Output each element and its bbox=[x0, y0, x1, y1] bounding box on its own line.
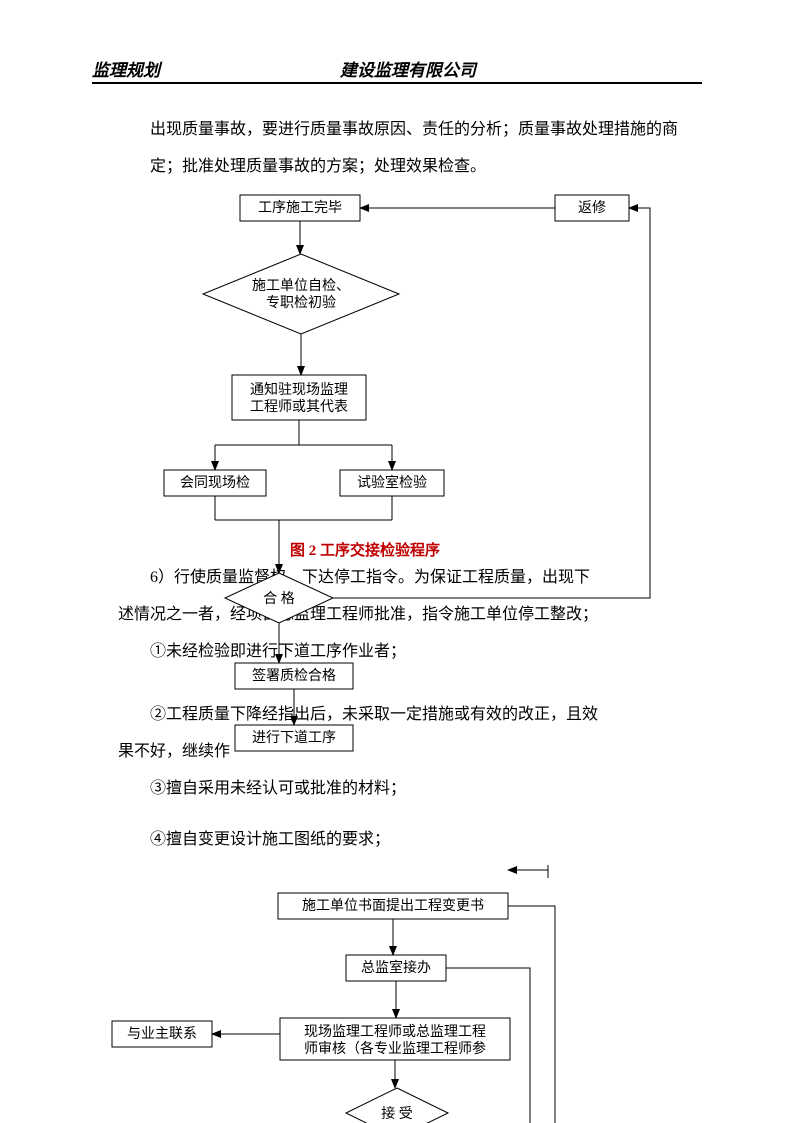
fc2-edge-m1-right bbox=[508, 906, 555, 1123]
fc2-node-accept-label: 接 受 bbox=[381, 1105, 413, 1122]
fc2-node-receive-label: 总监室接办 bbox=[361, 959, 431, 976]
fc2-node-request-label: 施工单位书面提出工程变更书 bbox=[302, 898, 484, 914]
fc2-node-review-label2: 师审核（各专业监理工程师参 bbox=[304, 1040, 486, 1057]
flowchart-2: 施工单位书面提出工程变更书 总监室接办 现场监理工程师或总监理工程 师审核（各专… bbox=[0, 0, 794, 1123]
fc2-node-owner-label: 与业主联系 bbox=[127, 1026, 197, 1042]
fc2-node-review-label1: 现场监理工程师或总监理工程 bbox=[304, 1024, 486, 1040]
